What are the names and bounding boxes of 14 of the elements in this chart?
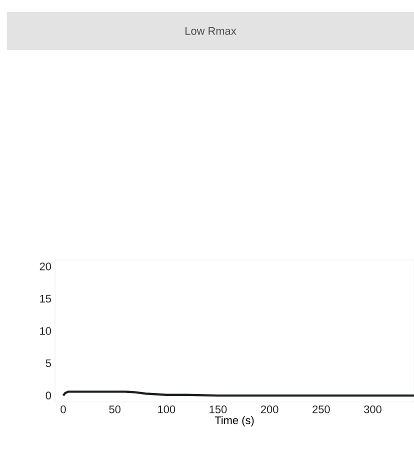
x-tick-label: 0: [60, 406, 66, 414]
x-tick-label: 100: [158, 406, 176, 414]
x-axis-title: Time (s): [214, 416, 254, 426]
x-tick-label: 250: [312, 406, 330, 414]
y-tick-label: 10: [40, 327, 51, 335]
x-tick-label: 200: [260, 406, 278, 414]
y-tick-label: 15: [40, 294, 51, 303]
chart-title: Low Rmax: [185, 27, 236, 35]
x-tick-label: 150: [210, 406, 227, 414]
x-tick-label: 300: [364, 406, 382, 414]
y-tick-label: 20: [40, 262, 51, 270]
y-tick-label: 5: [46, 359, 51, 368]
y-tick-label: 0: [46, 392, 51, 400]
x-tick-label: 50: [109, 406, 120, 414]
